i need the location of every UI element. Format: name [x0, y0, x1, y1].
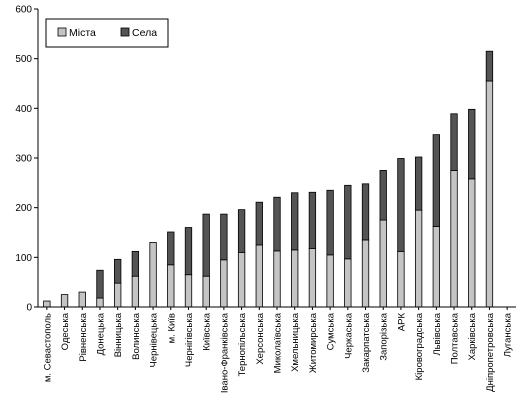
x-category-label: Луганська — [503, 312, 514, 357]
bar-segment-villages — [202, 213, 210, 277]
bars — [43, 50, 494, 308]
bar-segment-cities — [308, 247, 317, 308]
y-tick-label: 600 — [15, 5, 32, 16]
bar-segment-cities — [432, 226, 440, 308]
bar-segment-villages — [326, 189, 334, 256]
bar-segment-cities — [450, 170, 458, 308]
x-category-label: Одеська — [60, 312, 71, 350]
y-tick-label: 0 — [26, 303, 32, 314]
bar-segment-villages — [114, 258, 122, 284]
x-category-label: Вінницька — [113, 312, 124, 357]
bar-segment-cities — [60, 294, 69, 308]
bar-segment-cities — [167, 264, 175, 308]
bar-segment-cities — [344, 258, 352, 308]
y-tick-label: 100 — [15, 253, 32, 264]
x-category-label: Волинська — [131, 312, 142, 360]
y-tick-label: 400 — [15, 104, 32, 115]
bar-segment-villages — [485, 50, 494, 82]
bar-segment-villages — [273, 196, 281, 252]
x-category-label: Донецька — [95, 312, 106, 355]
bar-segment-cities — [202, 275, 210, 308]
bar-segment-villages — [450, 113, 458, 171]
bar-segment-villages — [308, 191, 317, 249]
bar-segment-villages — [414, 156, 423, 211]
x-category-label: Запорізька — [379, 312, 390, 361]
bar-segment-villages — [432, 134, 440, 227]
y-tick-label: 500 — [15, 54, 32, 65]
x-category-label: Дніпропетровська — [485, 312, 496, 392]
x-category-label: Тернопільська — [237, 312, 248, 376]
bar-segment-cities — [78, 291, 86, 308]
bar-segment-villages — [361, 183, 370, 241]
bar-segment-cities — [468, 178, 476, 308]
x-category-label: Київська — [202, 312, 213, 350]
bar-segment-villages — [344, 184, 352, 260]
x-category-label: Івано-Франківська — [219, 312, 230, 393]
y-axis: 0 100 200 300 400 500 600 — [15, 5, 39, 314]
bar-segment-cities — [326, 254, 334, 308]
x-category-label: Херсонська — [255, 312, 266, 364]
bar-segment-villages — [131, 250, 140, 277]
bar-segment-villages — [96, 269, 104, 299]
legend-label-cities: Міста — [69, 27, 96, 39]
bar-segment-cities — [149, 242, 157, 308]
y-tick-label: 200 — [15, 203, 32, 214]
x-category-label: Закарпатська — [361, 312, 372, 372]
bar-segment-villages — [255, 201, 263, 246]
x-category-label: Черкаська — [343, 312, 354, 359]
legend-label-villages: Села — [132, 27, 157, 39]
y-tick-label: 300 — [15, 154, 32, 165]
bar-segment-cities — [237, 251, 246, 308]
x-category-label: Львівська — [432, 312, 443, 355]
x-category-label: Харківська — [467, 312, 478, 360]
bar-segment-cities — [255, 244, 263, 308]
legend-swatch-villages — [120, 27, 130, 37]
x-category-label: м. Севастополь — [42, 313, 53, 382]
bar-segment-cities — [184, 274, 193, 308]
bar-segment-villages — [184, 227, 193, 276]
bar-segment-villages — [237, 209, 246, 253]
x-category-label: м. Київ — [166, 313, 177, 343]
bar-segment-cities — [96, 297, 104, 308]
x-category-label: Чернівецька — [149, 312, 160, 367]
legend-swatch-cities — [57, 27, 67, 37]
bar-segment-villages — [220, 213, 228, 261]
x-category-label: Чернігівська — [184, 312, 195, 367]
x-category-label: Полтавська — [450, 312, 461, 364]
bar-segment-cities — [43, 300, 51, 308]
x-category-label: Кіровоградська — [414, 312, 425, 380]
bar-segment-cities — [131, 275, 140, 308]
bar-segment-cities — [485, 80, 494, 308]
bar-segment-cities — [220, 259, 228, 308]
bar-segment-villages — [397, 158, 405, 252]
bar-segment-villages — [167, 231, 175, 266]
bar-segment-villages — [291, 192, 299, 251]
x-category-label: Житомирська — [308, 312, 319, 373]
bar-segment-cities — [114, 282, 122, 308]
x-category-label: Хмельницька — [290, 312, 301, 372]
bar-segment-cities — [414, 209, 423, 308]
bar-segment-cities — [379, 219, 387, 308]
bar-segment-villages — [379, 170, 387, 221]
x-category-label: АРК — [396, 313, 407, 332]
bar-segment-cities — [291, 249, 299, 308]
bar-segment-cities — [273, 250, 281, 308]
x-category-label: Сумська — [326, 312, 337, 350]
x-axis: м. Севастополь Одеська Рівненська Донецька В… — [38, 306, 516, 393]
x-category-label: Рівненська — [78, 312, 89, 361]
bar-segment-cities — [361, 239, 370, 308]
legend: Міста Села — [45, 18, 169, 48]
x-category-label: Миколаївська — [273, 312, 284, 373]
bar-segment-villages — [468, 108, 476, 180]
bar-segment-cities — [397, 250, 405, 308]
